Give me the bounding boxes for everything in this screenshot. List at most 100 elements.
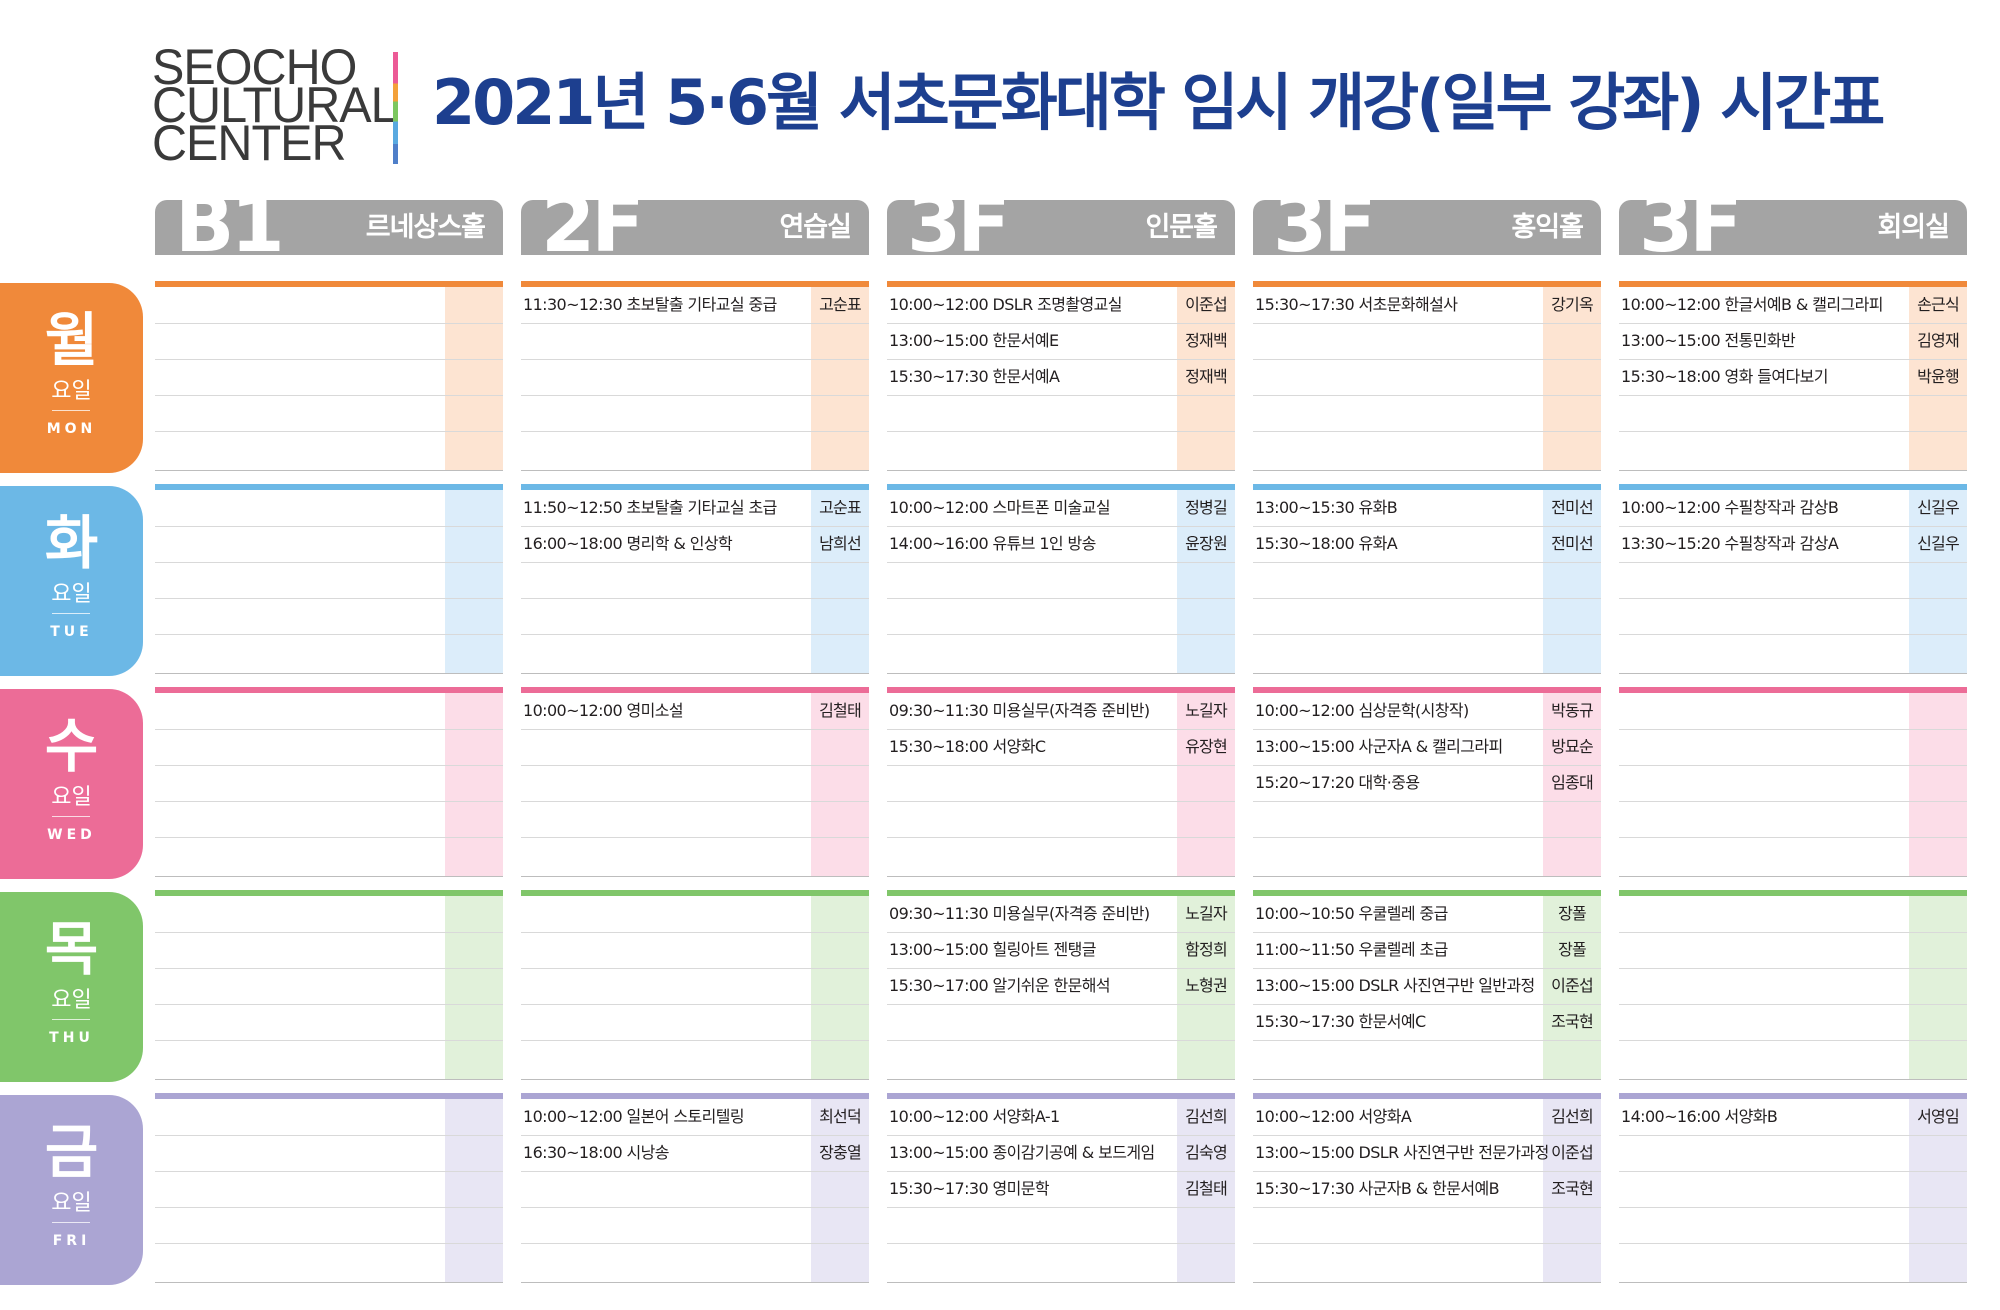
row-divider <box>155 837 503 838</box>
floor-label: 3F <box>1273 200 1377 255</box>
day-color-rule <box>521 890 869 896</box>
class-time-title: 15:30~17:30 한문서예A <box>889 367 1060 386</box>
row-divider <box>521 968 869 969</box>
day-tab: 수 요일 WED <box>0 689 143 879</box>
cell-bottom-rule <box>521 1079 869 1080</box>
instructor-column-band <box>1177 287 1235 471</box>
instructor-name: 전미선 <box>1551 534 1594 553</box>
schedule-cell: 10:00~12:00 서양화A-1 김선희 13:00~15:00 종이감기공예 … <box>887 1093 1235 1283</box>
schedule-cell: 09:30~11:30 미용실무(자격증 준비반) 노길자 13:00~15:00 … <box>887 890 1235 1080</box>
class-entry: 10:00~12:00 한글서예B & 캘리그라피 손근식 <box>1619 287 1967 323</box>
day-label: 금 <box>44 1118 99 1186</box>
day-color-rule <box>1253 1093 1601 1099</box>
row-divider <box>521 1040 869 1041</box>
row-divider <box>887 431 1235 432</box>
schedule-cell: 10:00~12:00 서양화A 김선희 13:00~15:00 DSLR 사진연구… <box>1253 1093 1601 1283</box>
day-label: 목 <box>44 915 99 983</box>
row-divider <box>1619 968 1967 969</box>
cell-bottom-rule <box>155 1079 503 1080</box>
class-time-title: 11:00~11:50 우쿨렐레 초급 <box>1255 940 1448 959</box>
row-divider <box>1619 359 1967 360</box>
floor-label: B1 <box>175 200 285 255</box>
day-divider <box>52 410 90 411</box>
day-color-rule <box>155 484 503 490</box>
class-time-title: 13:00~15:00 전통민화반 <box>1621 331 1796 350</box>
class-entry: 13:00~15:00 한문서예E 정재백 <box>887 323 1235 359</box>
row-divider <box>887 598 1235 599</box>
class-entry: 10:00~12:00 심상문학(시창작) 박동규 <box>1253 693 1601 729</box>
instructor-name: 고순표 <box>819 295 862 314</box>
day-color-rule <box>1253 281 1601 287</box>
floor-label: 2F <box>541 200 645 255</box>
row-divider <box>155 729 503 730</box>
room-label: 홍익홀 <box>1511 212 1584 243</box>
row-divider <box>1253 323 1601 324</box>
floor-label: 3F <box>1639 200 1743 255</box>
row-divider <box>1619 837 1967 838</box>
row-divider <box>1253 1171 1601 1172</box>
cell-bottom-rule <box>887 876 1235 877</box>
class-entry: 13:30~15:20 수필창작과 감상A 신길우 <box>1619 526 1967 562</box>
day-color-rule <box>155 687 503 693</box>
row-divider <box>887 359 1235 360</box>
day-divider <box>52 613 90 614</box>
class-time-title: 10:00~12:00 수필창작과 감상B <box>1621 498 1839 517</box>
schedule-cell <box>1619 687 1967 877</box>
instructor-column-band <box>1543 693 1601 877</box>
schedule-cell <box>155 687 503 877</box>
class-time-title: 13:00~15:00 힐링아트 젠탱글 <box>889 940 1096 959</box>
instructor-name: 이준섭 <box>1185 295 1228 314</box>
instructor-name: 정재백 <box>1185 367 1228 386</box>
instructor-name: 최선덕 <box>819 1107 862 1126</box>
cell-bottom-rule <box>155 470 503 471</box>
row-divider <box>155 323 503 324</box>
instructor-name: 박윤행 <box>1917 367 1960 386</box>
row-divider <box>521 526 869 527</box>
row-divider <box>1253 765 1601 766</box>
instructor-column-band <box>811 490 869 674</box>
schedule-cell: 10:00~12:00 스마트폰 미술교실 정병길 14:00~16:00 유튜브 … <box>887 484 1235 674</box>
day-color-rule <box>887 1093 1235 1099</box>
instructor-name: 신길우 <box>1917 534 1960 553</box>
class-time-title: 15:20~17:20 대학·중용 <box>1255 773 1420 792</box>
class-entry: 15:30~18:00 영화 들여다보기 박윤행 <box>1619 359 1967 395</box>
row-divider <box>1253 634 1601 635</box>
row-divider <box>521 729 869 730</box>
day-color-rule <box>521 1093 869 1099</box>
cell-bottom-rule <box>155 876 503 877</box>
schedule-cell: 15:30~17:30 서초문화해설사 강기옥 <box>1253 281 1601 471</box>
row-divider <box>521 801 869 802</box>
row-divider <box>155 598 503 599</box>
row-divider <box>1253 526 1601 527</box>
row-divider <box>1619 1207 1967 1208</box>
cell-bottom-rule <box>155 673 503 674</box>
day-color-rule <box>521 687 869 693</box>
class-entry: 15:30~18:00 서양화C 유장현 <box>887 729 1235 765</box>
row-divider <box>1619 431 1967 432</box>
instructor-name: 노길자 <box>1185 701 1228 720</box>
row-divider <box>1253 837 1601 838</box>
class-time-title: 16:00~18:00 명리학 & 인상학 <box>523 534 733 553</box>
row-divider <box>521 1207 869 1208</box>
class-entry: 11:00~11:50 우쿨렐레 초급 장폴 <box>1253 932 1601 968</box>
row-divider <box>155 1040 503 1041</box>
class-entry: 10:00~12:00 서양화A-1 김선희 <box>887 1099 1235 1135</box>
row-divider <box>1619 1243 1967 1244</box>
instructor-name: 조국현 <box>1551 1012 1594 1031</box>
row-divider <box>1253 1243 1601 1244</box>
row-divider <box>521 837 869 838</box>
day-color-rule <box>1253 890 1601 896</box>
row-divider <box>155 526 503 527</box>
row-divider <box>155 1135 503 1136</box>
class-time-title: 10:00~12:00 스마트폰 미술교실 <box>889 498 1111 517</box>
row-divider <box>155 359 503 360</box>
column-header: 2F 연습실 <box>521 200 869 255</box>
class-entry: 11:30~12:30 초보탈출 기타교실 중급 고순표 <box>521 287 869 323</box>
class-entry: 13:00~15:00 힐링아트 젠탱글 함정희 <box>887 932 1235 968</box>
class-entry: 15:30~17:30 서초문화해설사 강기옥 <box>1253 287 1601 323</box>
day-color-rule <box>1619 1093 1967 1099</box>
floor-label: 3F <box>907 200 1011 255</box>
column-header: 3F 홍익홀 <box>1253 200 1601 255</box>
class-time-title: 14:00~16:00 유튜브 1인 방송 <box>889 534 1096 553</box>
schedule-cell: 14:00~16:00 서양화B 서영임 <box>1619 1093 1967 1283</box>
